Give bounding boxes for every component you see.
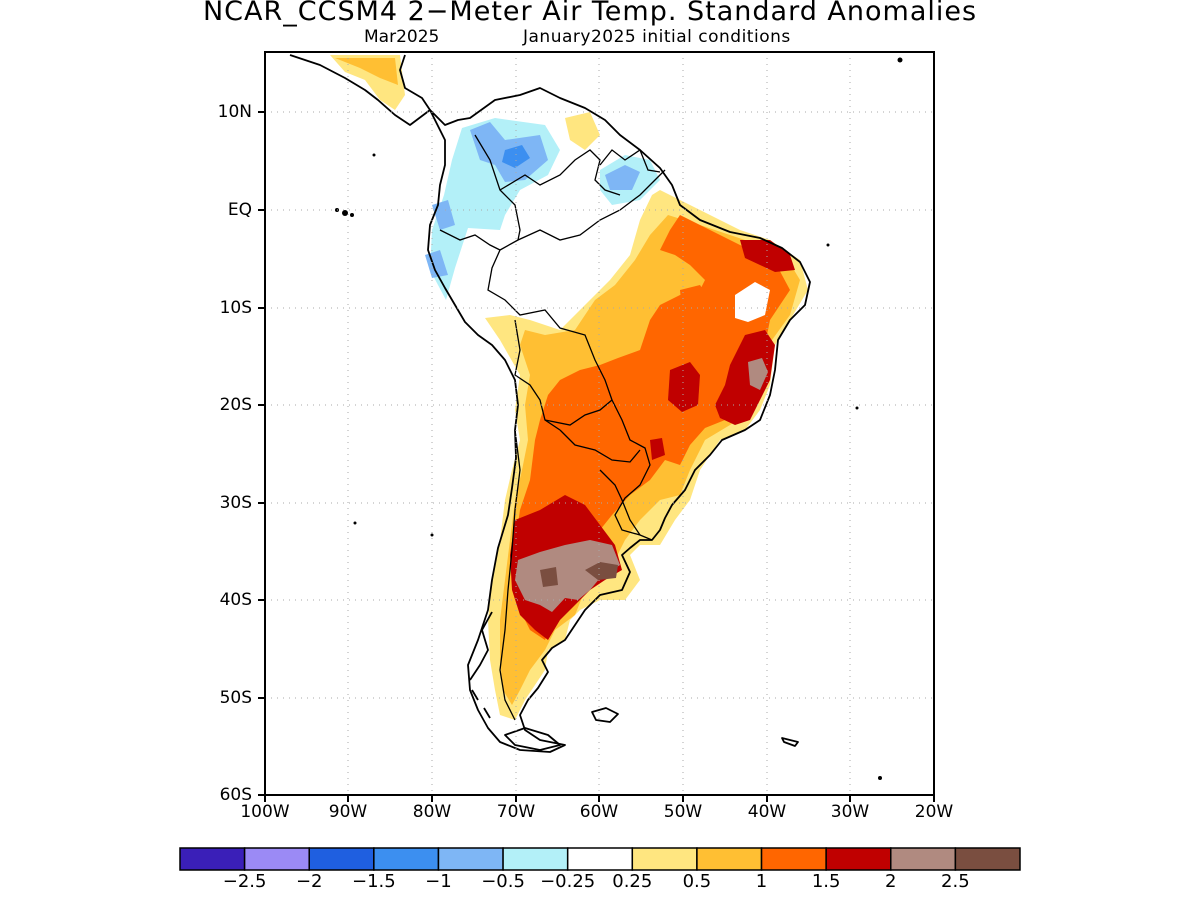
lat-label-eq: EQ	[227, 200, 252, 220]
colorbar-swatch	[760, 847, 827, 871]
colorbar-swatch	[631, 847, 698, 871]
anomaly-fill-2-5	[515, 540, 620, 612]
colorbar-label: −2	[295, 871, 323, 892]
colorbar-label: 2.5	[941, 871, 970, 892]
cocos-island	[372, 153, 376, 157]
colorbar-swatch	[566, 847, 634, 871]
galapagos-island	[350, 213, 354, 217]
lat-label-10s: 10S	[219, 298, 252, 318]
colorbar-swatch	[437, 847, 504, 871]
colorbar-swatch	[696, 847, 763, 871]
lat-label-60s: 60S	[219, 785, 252, 805]
anomaly-fill-neg-1-5	[502, 145, 530, 168]
initial-conditions: January2025 initial conditions	[523, 27, 791, 47]
lon-label-40w: 40W	[747, 802, 787, 822]
lon-label-50w: 50W	[663, 802, 703, 822]
juan-fernandez-island	[430, 533, 434, 537]
south-sandwich-island	[878, 776, 882, 780]
colorbar-swatch	[373, 847, 440, 871]
lon-label-20w: 20W	[914, 802, 954, 822]
south-america-coastline	[427, 87, 811, 753]
colorbar-label: −1.5	[351, 871, 396, 892]
colorbar-label: 0.5	[682, 871, 712, 892]
axis-ticks	[258, 111, 935, 802]
lon-label-30w: 30W	[830, 802, 870, 822]
forecast-month: Mar2025	[364, 27, 440, 47]
south-georgia	[781, 737, 799, 747]
lat-label-50s: 50S	[219, 688, 252, 708]
lat-label-40s: 40S	[219, 590, 252, 610]
colorbar-label: 2	[885, 871, 897, 892]
lon-label-100w: 100W	[240, 802, 290, 822]
fernando-noronha-island	[826, 243, 830, 247]
trindade-island	[855, 406, 859, 410]
colorbar-swatch	[825, 847, 892, 871]
islands	[335, 57, 903, 780]
anomaly-fill-1-caribbean	[335, 58, 398, 85]
anomaly-fill-neutral-ne	[735, 282, 770, 322]
anomaly-fill-2-5-east	[748, 358, 768, 390]
border-guianas	[599, 149, 661, 173]
chile-islands	[469, 611, 493, 719]
colorbar-swatch	[243, 847, 310, 871]
falklands	[591, 707, 619, 723]
anomaly-fill-gt-2-5-b	[540, 567, 558, 587]
border-argentina-uruguay	[599, 469, 641, 536]
anomaly-fill-2-center	[668, 362, 700, 412]
border-chile-argentina	[499, 429, 521, 721]
colorbar-label: 1.5	[811, 871, 841, 892]
colorbar-label: −2.5	[222, 871, 267, 892]
colorbar-label: −1	[425, 871, 452, 892]
map-title: NCAR_CCSM4 2−Meter Air Temp. Standard An…	[202, 0, 978, 27]
border-brazil	[487, 169, 666, 541]
anomaly-fill-gt-2-5	[585, 562, 618, 580]
tierra-del-fuego	[504, 727, 561, 751]
border-ecuador-peru	[439, 229, 501, 251]
anomaly-fill-2-ne	[650, 438, 665, 460]
colorbar-label: −0.5	[481, 871, 525, 892]
lon-label-70w: 70W	[496, 802, 536, 822]
lat-label-30s: 30S	[219, 493, 252, 513]
colorbar-label: −0.25	[540, 871, 596, 892]
lon-label-60w: 60W	[579, 802, 619, 822]
country-borders	[439, 134, 666, 721]
anomaly-fill-1-5-nregion	[680, 285, 710, 315]
anomaly-fill-2-east	[715, 330, 775, 425]
colorbar-label: 0.25	[612, 871, 653, 892]
border-colombia-venezuela	[474, 134, 621, 241]
border-bolivia-paraguay	[544, 399, 641, 463]
map-area	[289, 54, 903, 780]
anomaly-fill-0-5-venez	[565, 112, 600, 150]
coastlines	[289, 54, 811, 753]
colorbar-label: 1	[755, 871, 768, 892]
lon-label-90w: 90W	[328, 802, 368, 822]
galapagos-island	[342, 210, 348, 216]
lon-label-80w: 80W	[412, 802, 452, 822]
colorbar-swatch	[179, 847, 246, 871]
juan-fernandez-island	[353, 521, 357, 525]
colorbar-swatch	[308, 847, 375, 871]
colorbar-swatch	[954, 847, 1021, 871]
colorbar-swatch	[502, 847, 569, 871]
central-america-coastline	[289, 54, 431, 126]
atlantic-island	[897, 57, 903, 63]
anomaly-fill-neg-1-d	[605, 165, 640, 190]
lat-label-10n: 10N	[217, 102, 252, 122]
colorbar-swatch	[890, 847, 957, 871]
lat-label-20s: 20S	[219, 395, 252, 415]
